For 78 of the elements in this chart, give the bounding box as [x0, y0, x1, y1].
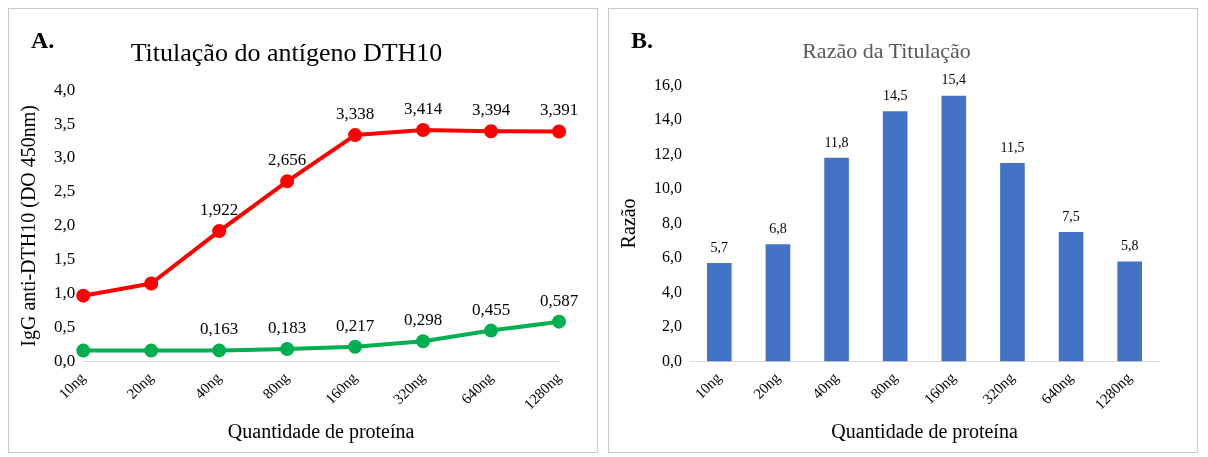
data-label: 0,183	[268, 318, 307, 338]
y-tick-label: 2,0	[662, 317, 682, 335]
y-tick-label: 10,0	[654, 179, 682, 197]
data-label: 15,4	[941, 72, 967, 88]
x-tick-label: 10ng	[55, 369, 89, 402]
y-tick-label: 8,0	[662, 213, 682, 231]
y-tick-label: 1,5	[54, 249, 76, 269]
bar	[882, 111, 908, 362]
x-axis-title: Quantidade de proteína	[227, 420, 415, 444]
data-label: 11,8	[824, 134, 849, 150]
point	[144, 343, 159, 358]
y-tick-label: 6,0	[662, 248, 682, 266]
point	[484, 323, 499, 338]
point	[76, 343, 91, 358]
data-label: 5,7	[710, 239, 729, 255]
bar	[1000, 163, 1025, 362]
x-tick-label: 80ng	[259, 369, 293, 402]
y-tick-label: 1,0	[54, 283, 76, 303]
chart-title: Razão da Titulação	[802, 37, 971, 63]
bar	[707, 263, 732, 362]
y-tick-label: 14,0	[654, 110, 682, 128]
y-axis-title: IgG anti-DTH10 (DO 450nm)	[17, 105, 41, 347]
y-tick-label: 2,5	[54, 181, 76, 201]
point	[484, 124, 499, 139]
y-axis-title: Razão	[617, 198, 640, 249]
point	[416, 334, 431, 349]
x-tick-label: 10ng	[691, 369, 725, 402]
point	[280, 342, 295, 357]
data-label: 0,455	[471, 299, 511, 319]
y-tick-label: 0,0	[54, 350, 76, 370]
y-tick-label: 3,5	[54, 113, 76, 133]
bar	[941, 95, 967, 362]
point	[280, 174, 295, 189]
point	[212, 224, 227, 239]
y-tick-label: 3,0	[54, 147, 76, 167]
y-tick-label: 0,5	[54, 317, 76, 337]
data-label: 0,217	[335, 315, 375, 335]
point	[76, 288, 91, 303]
x-tick-label: 40ng	[191, 369, 225, 402]
bar	[765, 244, 791, 362]
bar	[824, 157, 849, 362]
data-label: 0,298	[403, 310, 443, 330]
point	[348, 339, 363, 354]
y-tick-label: 2,0	[54, 215, 76, 235]
x-tick-label: 80ng	[867, 369, 901, 402]
data-label: 11,5	[1000, 139, 1025, 155]
point	[416, 122, 431, 137]
data-label: 5,8	[1120, 238, 1139, 254]
data-label: 3,414	[403, 98, 443, 118]
data-label: 3,394	[471, 100, 511, 120]
bar	[1058, 232, 1084, 362]
chart-title: Titulação do antígeno DTH10	[130, 38, 443, 68]
data-label: 7,5	[1062, 208, 1080, 224]
data-label: 1,922	[200, 200, 239, 220]
data-label: 0,163	[200, 319, 239, 339]
data-label: 3,391	[539, 100, 579, 120]
data-label: 0,587	[539, 290, 579, 310]
data-label: 2,656	[268, 150, 307, 170]
y-tick-label: 0,0	[662, 351, 682, 369]
y-tick-label: 4,0	[662, 282, 682, 300]
point	[144, 276, 159, 291]
x-tick-label: 40ng	[808, 369, 842, 402]
x-tick-label: 20ng	[750, 369, 784, 402]
text: A.	[31, 27, 55, 54]
point	[552, 314, 566, 329]
point	[348, 128, 363, 143]
bar	[1117, 261, 1142, 362]
x-tick-label: 20ng	[123, 369, 157, 402]
x-axis-title: Quantidade de proteína	[831, 420, 1018, 444]
data-label: 14,5	[882, 87, 908, 103]
data-label: 6,8	[769, 220, 787, 236]
point	[212, 343, 227, 358]
text: B.	[631, 27, 654, 54]
data-label: 3,338	[335, 104, 375, 124]
point	[552, 124, 566, 139]
y-tick-label: 16,0	[654, 75, 682, 93]
y-tick-label: 12,0	[654, 144, 682, 162]
y-tick-label: 4,0	[54, 79, 76, 99]
